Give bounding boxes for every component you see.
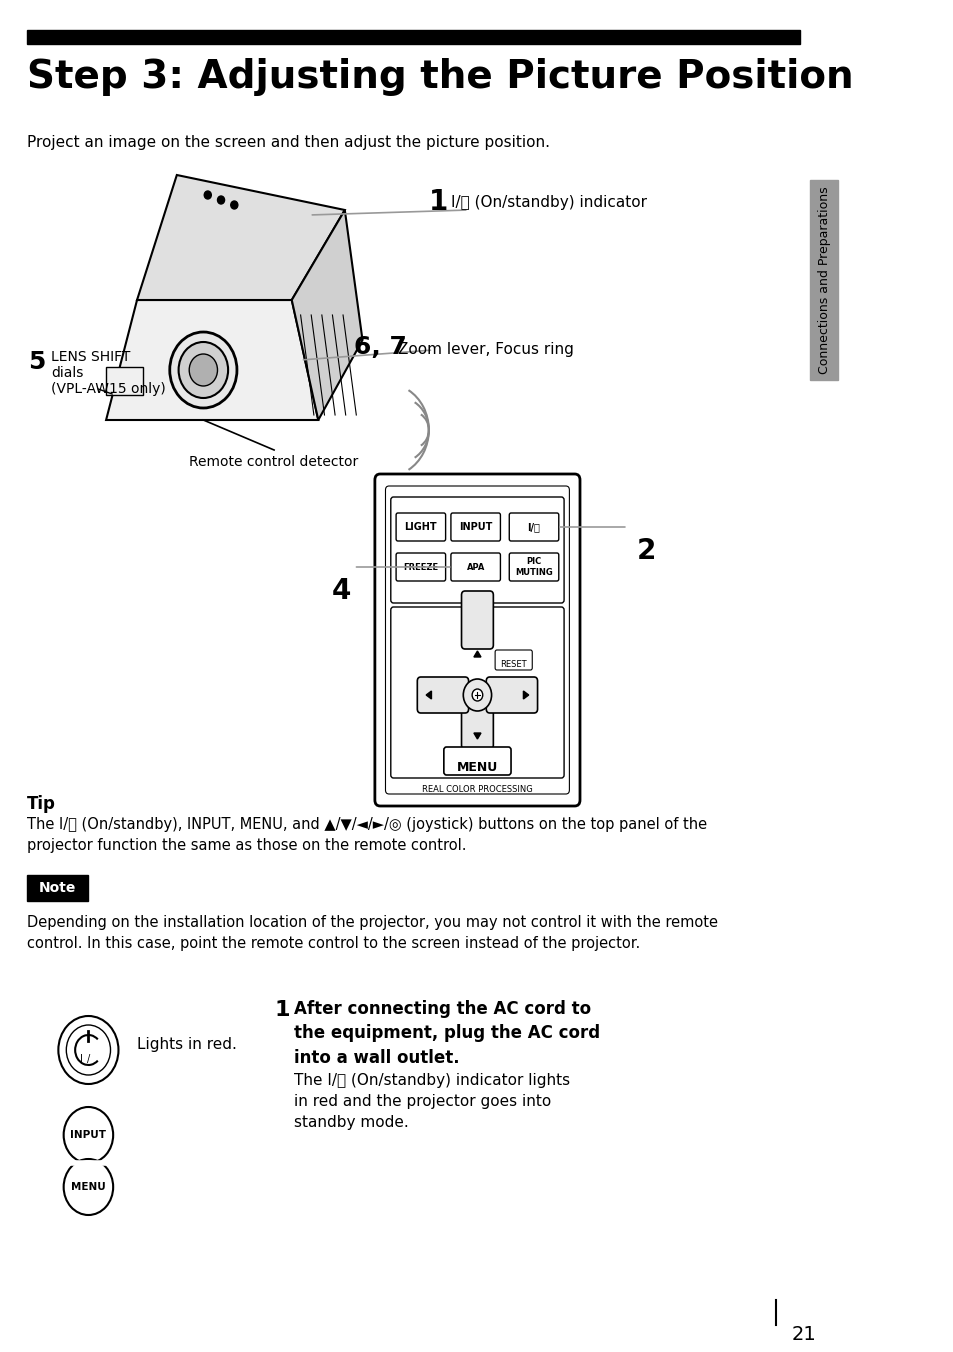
FancyBboxPatch shape (509, 553, 558, 581)
Text: LENS SHIFT
dials
(VPL-AW15 only): LENS SHIFT dials (VPL-AW15 only) (51, 350, 166, 396)
Text: Tip: Tip (27, 795, 55, 813)
FancyBboxPatch shape (486, 677, 537, 713)
Circle shape (64, 1159, 113, 1215)
Text: 4: 4 (332, 577, 351, 604)
FancyBboxPatch shape (395, 553, 445, 581)
FancyBboxPatch shape (451, 512, 500, 541)
Text: Project an image on the screen and then adjust the picture position.: Project an image on the screen and then … (27, 135, 549, 150)
Text: I/⏻: I/⏻ (527, 522, 540, 531)
Text: /: / (87, 1055, 90, 1064)
FancyBboxPatch shape (509, 512, 558, 541)
Bar (106, 366, 143, 395)
Polygon shape (106, 300, 318, 420)
Text: Step 3: Adjusting the Picture Position: Step 3: Adjusting the Picture Position (27, 58, 852, 96)
FancyBboxPatch shape (395, 512, 445, 541)
Text: Lights in red.: Lights in red. (137, 1037, 236, 1052)
Circle shape (67, 1025, 111, 1075)
Bar (27, 30, 800, 45)
Circle shape (170, 333, 236, 408)
FancyBboxPatch shape (385, 485, 569, 794)
FancyBboxPatch shape (391, 498, 563, 603)
Text: APA: APA (466, 562, 484, 572)
Text: After connecting the AC cord to
the equipment, plug the AC cord
into a wall outl: After connecting the AC cord to the equi… (294, 1000, 599, 1067)
Text: 1: 1 (428, 188, 448, 216)
Text: 1: 1 (274, 1000, 290, 1019)
Text: INPUT: INPUT (458, 522, 492, 531)
Text: I/⏻ (On/standby) indicator: I/⏻ (On/standby) indicator (451, 195, 646, 210)
Text: MENU: MENU (71, 1182, 106, 1192)
Text: I: I (80, 1055, 83, 1064)
Text: 5: 5 (29, 350, 46, 375)
FancyBboxPatch shape (416, 677, 468, 713)
Circle shape (217, 196, 224, 204)
Text: MENU: MENU (456, 761, 497, 773)
Text: Note: Note (39, 882, 76, 895)
FancyBboxPatch shape (461, 591, 493, 649)
Polygon shape (474, 733, 480, 740)
Circle shape (178, 342, 228, 397)
Text: PIC
MUTING: PIC MUTING (515, 557, 553, 577)
Circle shape (463, 679, 491, 711)
FancyBboxPatch shape (375, 475, 579, 806)
Text: LIGHT: LIGHT (404, 522, 436, 531)
FancyBboxPatch shape (391, 607, 563, 777)
Text: The I/⏻ (On/standby), INPUT, MENU, and ▲/▼/◄/►/◎ (joystick) buttons on the top p: The I/⏻ (On/standby), INPUT, MENU, and ▲… (27, 817, 706, 853)
Polygon shape (426, 691, 431, 699)
Circle shape (472, 690, 482, 700)
Text: REAL COLOR PROCESSING: REAL COLOR PROCESSING (421, 786, 533, 794)
FancyBboxPatch shape (443, 748, 511, 775)
Circle shape (58, 1015, 118, 1084)
FancyBboxPatch shape (451, 553, 500, 581)
Text: RESET: RESET (500, 660, 526, 669)
Text: Remote control detector: Remote control detector (190, 456, 358, 469)
Text: INPUT: INPUT (71, 1130, 107, 1140)
Text: 2: 2 (636, 537, 656, 565)
Polygon shape (474, 652, 480, 657)
FancyBboxPatch shape (495, 650, 532, 671)
Polygon shape (137, 174, 344, 300)
Bar (809, 180, 838, 380)
Polygon shape (523, 691, 528, 699)
Text: 6, 7: 6, 7 (354, 335, 406, 360)
Text: The I/⏻ (On/standby) indicator lights
in red and the projector goes into
standby: The I/⏻ (On/standby) indicator lights in… (294, 1073, 569, 1130)
Text: Zoom lever, Focus ring: Zoom lever, Focus ring (397, 342, 573, 357)
Circle shape (189, 354, 217, 387)
Text: Depending on the installation location of the projector, you may not control it : Depending on the installation location o… (27, 915, 717, 950)
Circle shape (231, 201, 237, 210)
Text: FREEZE: FREEZE (403, 562, 438, 572)
Text: Connections and Preparations: Connections and Preparations (817, 187, 830, 373)
Circle shape (64, 1107, 113, 1163)
Text: 21: 21 (790, 1325, 815, 1344)
Circle shape (204, 191, 211, 199)
Polygon shape (292, 210, 362, 420)
FancyBboxPatch shape (461, 691, 493, 749)
Bar (27, 875, 89, 900)
